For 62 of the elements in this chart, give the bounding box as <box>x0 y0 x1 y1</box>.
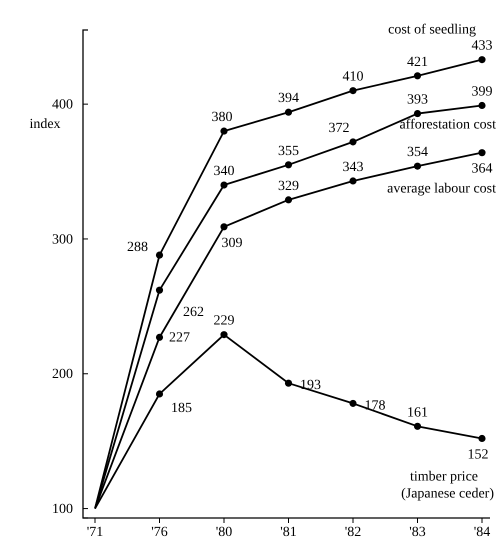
data-label: 364 <box>472 162 492 177</box>
series-label: afforestation cost <box>399 118 496 133</box>
point <box>478 56 486 64</box>
data-label: 372 <box>328 120 350 136</box>
data-label: 185 <box>171 400 192 416</box>
data-label: 309 <box>222 236 242 251</box>
series-label: cost of seedling <box>388 22 476 38</box>
point <box>156 252 164 259</box>
data-label: 161 <box>407 405 428 420</box>
data-label: 393 <box>407 92 428 108</box>
point <box>284 380 292 387</box>
data-label: 262 <box>183 305 204 320</box>
x-tick-label: '81 <box>280 524 297 537</box>
data-label: 340 <box>214 164 234 180</box>
data-label: 354 <box>407 145 428 160</box>
data-label: 410 <box>342 70 364 85</box>
data-label: 433 <box>472 38 492 54</box>
x-tick-label: '84 <box>474 524 490 537</box>
point <box>156 286 164 294</box>
point <box>220 128 228 135</box>
point <box>478 434 486 442</box>
y-tick-label: 100 <box>52 502 73 518</box>
point <box>414 162 422 170</box>
point <box>414 422 422 430</box>
data-label: 380 <box>212 110 232 126</box>
data-label: 329 <box>278 178 299 194</box>
data-label: 421 <box>407 54 428 70</box>
point <box>284 108 292 116</box>
y-tick-label: 200 <box>52 367 73 382</box>
text: timber price (Japanese ceder) <box>401 469 494 502</box>
point <box>220 223 228 230</box>
y-axis-title: index <box>29 117 61 132</box>
point <box>478 149 486 156</box>
x-tick-label: '80 <box>216 524 232 537</box>
data-label: 355 <box>278 144 299 159</box>
x-tick-label: '83 <box>409 524 426 537</box>
data-label: 229 <box>214 314 234 329</box>
x-tick-label: '76 <box>151 524 168 537</box>
series-label: average labour cost <box>387 182 496 197</box>
point <box>349 87 357 94</box>
point <box>284 161 292 168</box>
data-label: 399 <box>472 84 492 100</box>
data-label: 152 <box>468 447 488 462</box>
point <box>414 72 422 80</box>
point <box>284 196 292 204</box>
y-tick-label: 400 <box>52 98 73 113</box>
data-label: 394 <box>278 91 299 106</box>
data-label: 343 <box>342 160 364 175</box>
point <box>414 110 422 118</box>
x-tick-label: '82 <box>344 524 362 537</box>
data-label: 227 <box>169 330 190 346</box>
point <box>220 181 228 189</box>
point <box>478 102 486 110</box>
point <box>220 331 228 338</box>
point <box>349 400 357 407</box>
point <box>349 138 357 146</box>
x-tick-label: '71 <box>86 524 104 537</box>
data-label: 288 <box>127 240 148 256</box>
y-tick-label: 300 <box>52 232 73 248</box>
point <box>349 177 357 185</box>
point <box>156 334 164 341</box>
point <box>156 390 164 398</box>
